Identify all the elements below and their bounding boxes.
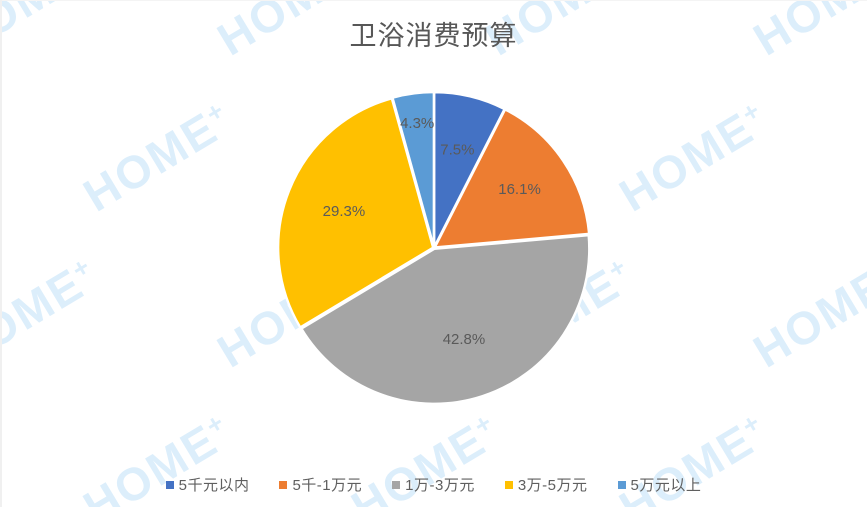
card-left-edge	[0, 0, 2, 507]
pie-slice-value-label: 7.5%	[440, 142, 474, 159]
card-top-edge	[0, 0, 867, 1]
legend-swatch-icon	[504, 480, 513, 489]
pie-chart: 7.5% 16.1% 42.8% 29.3% 4.3%	[276, 90, 591, 406]
pie-slice-value-label: 29.3%	[323, 203, 366, 220]
pie-slice-value-label: 16.1%	[498, 181, 541, 198]
legend-item[interactable]: 3万-5万元	[504, 474, 588, 495]
pie-slice-value-label: 4.3%	[400, 115, 434, 132]
plot-area: 7.5% 16.1% 42.8% 29.3% 4.3%	[0, 60, 867, 450]
legend-item[interactable]: 5万元以上	[617, 474, 702, 495]
pie-slice[interactable]	[391, 90, 436, 249]
legend-item[interactable]: 5千元以内	[165, 474, 250, 495]
legend-item-label: 3万-5万元	[517, 477, 588, 494]
legend-item[interactable]: 5千-1万元	[279, 474, 362, 495]
legend-swatch-icon	[617, 480, 626, 489]
legend-swatch-icon	[392, 480, 401, 489]
legend-item-label: 1万-3万元	[405, 477, 475, 494]
legend-swatch-icon	[279, 480, 288, 489]
chart-legend: 5千元以内 5千-1万元 1万-3万元 3万-5万元 5万元以上	[0, 474, 867, 495]
pie-slice-value-label: 42.8%	[443, 331, 486, 348]
pie-slice[interactable]	[433, 108, 591, 249]
legend-swatch-icon	[165, 480, 174, 489]
legend-item-label: 5千元以内	[178, 477, 250, 494]
pie-slice[interactable]	[300, 234, 591, 406]
pie-slice[interactable]	[276, 97, 435, 329]
legend-item[interactable]: 1万-3万元	[392, 474, 475, 495]
legend-item-label: 5千-1万元	[292, 477, 363, 494]
legend-item-label: 5万元以上	[630, 477, 702, 494]
page-title: 卫浴消费预算	[349, 21, 518, 51]
